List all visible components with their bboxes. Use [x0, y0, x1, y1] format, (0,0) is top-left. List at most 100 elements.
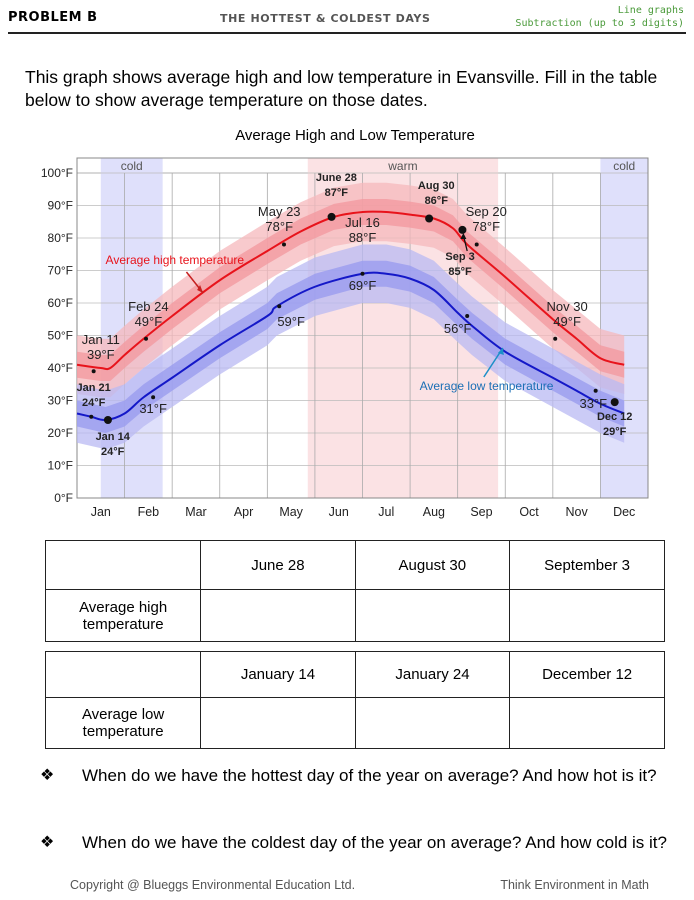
- low-series-label: Average low temperature: [420, 379, 554, 393]
- season-label: cold: [613, 159, 635, 173]
- topic-tags: Line graphs Subtraction (up to 3 digits): [515, 4, 684, 30]
- annotation-value: 24°F: [101, 446, 125, 458]
- y-tick-label: 60°F: [48, 296, 73, 310]
- answer-cell[interactable]: [200, 589, 356, 642]
- question-text: When do we have the coldest day of the y…: [82, 833, 667, 852]
- topic-line-1: Line graphs: [617, 5, 684, 16]
- plot-frame: [76, 157, 649, 499]
- annotation-value: 86°F: [425, 195, 449, 207]
- x-tick-label: Jul: [378, 505, 394, 519]
- x-tick-label: Apr: [234, 505, 253, 519]
- x-tick-label: Feb: [138, 505, 160, 519]
- instructions: This graph shows average high and low te…: [25, 67, 658, 110]
- annotation-value: 69°F: [349, 278, 377, 293]
- header-divider: [8, 32, 686, 34]
- temperature-chart: Average High and Low Temperature cold war…: [0, 120, 694, 530]
- x-tick-label: Dec: [613, 505, 635, 519]
- annotation-date: Jan 11: [82, 332, 120, 347]
- data-marker: [327, 212, 336, 221]
- x-tick-label: Sep: [470, 505, 492, 519]
- series-band-outer: [77, 182, 625, 398]
- data-marker: [553, 336, 558, 341]
- answer-cell[interactable]: [509, 697, 665, 749]
- high-temperature-table: June 28 August 30 September 3 Average hi…: [44, 540, 665, 642]
- y-tick-label: 90°F: [48, 199, 73, 213]
- x-tick-label: May: [279, 505, 303, 519]
- data-marker: [458, 225, 467, 234]
- annotation-date: June 28: [316, 172, 357, 184]
- x-tick-label: Oct: [519, 505, 539, 519]
- data-marker: [425, 214, 434, 223]
- annotation-date: Jan 14: [96, 431, 131, 443]
- data-marker: [281, 242, 286, 247]
- annotation-date: Sep 3: [445, 251, 474, 263]
- row-label: Average low temperature: [44, 697, 202, 749]
- annotation-value: 39°F: [87, 347, 115, 362]
- data-marker: [465, 314, 470, 318]
- arrow-head-icon: [497, 348, 504, 355]
- annotation-date: Jan 21: [77, 382, 111, 394]
- table-header-cell: August 30: [354, 540, 511, 590]
- y-tick-label: 30°F: [48, 394, 73, 408]
- x-tick-label: Mar: [185, 505, 207, 519]
- annotation-value: 87°F: [325, 187, 349, 199]
- annotation-value: 29°F: [603, 426, 627, 438]
- annotation-value: 49°F: [135, 314, 163, 329]
- season-label: warm: [387, 159, 417, 173]
- y-tick-label: 80°F: [48, 231, 73, 245]
- data-marker: [474, 242, 479, 247]
- annotation-date: Nov 30: [547, 299, 588, 314]
- series-line: [76, 210, 625, 371]
- row-label: Average high temperature: [44, 589, 202, 642]
- y-tick-label: 100°F: [41, 166, 73, 180]
- table-header-cell: [44, 651, 202, 698]
- worksheet-title: THE HOTTEST & COLDEST DAYS: [220, 12, 431, 25]
- annotation-value: 88°F: [349, 230, 377, 245]
- question-hottest: ❖ When do we have the hottest day of the…: [40, 765, 680, 787]
- bullet-icon: ❖: [40, 767, 55, 784]
- x-tick-label: Aug: [423, 505, 445, 519]
- arrow-head-icon: [197, 285, 204, 293]
- data-marker: [91, 369, 96, 374]
- y-tick-label: 70°F: [48, 264, 73, 278]
- answer-cell[interactable]: [509, 589, 665, 642]
- answer-cell[interactable]: [354, 697, 511, 749]
- table-header-cell: September 3: [509, 540, 665, 590]
- annotation-date: Sep 20: [466, 204, 507, 219]
- data-marker: [610, 398, 619, 407]
- season-label: cold: [121, 159, 143, 173]
- table-header-cell: [44, 540, 202, 590]
- data-marker: [593, 388, 598, 393]
- chart-svg: Average High and Low Temperature cold war…: [41, 127, 649, 519]
- x-tick-label: Nov: [566, 505, 589, 519]
- annotation-value: 33°F: [579, 396, 607, 411]
- low-temperature-table: January 14 January 24 December 12 Averag…: [44, 651, 665, 749]
- data-marker: [277, 304, 282, 309]
- topic-line-2: Subtraction (up to 3 digits): [515, 18, 684, 29]
- y-tick-label: 0°F: [54, 491, 73, 505]
- arrow-head-icon: [460, 233, 467, 239]
- annotation-value: 78°F: [472, 219, 500, 234]
- footer-tagline: Think Environment in Math: [500, 878, 649, 892]
- annotation-value: 59°F: [277, 314, 305, 329]
- table-header-cell: January 14: [200, 651, 356, 698]
- annotation-value: 85°F: [448, 266, 472, 278]
- annotation-date: Aug 30: [418, 180, 455, 192]
- y-tick-label: 20°F: [48, 426, 73, 440]
- y-tick-label: 50°F: [48, 329, 73, 343]
- answer-cell[interactable]: [200, 697, 356, 749]
- problem-label: PROBLEM B: [8, 10, 98, 25]
- series-band-inner: [77, 260, 625, 433]
- bullet-icon: ❖: [40, 834, 55, 851]
- season-band: [600, 158, 648, 498]
- annotation-value: 56°F: [444, 321, 472, 336]
- table-header-cell: December 12: [509, 651, 665, 698]
- data-marker: [151, 395, 156, 400]
- question-text: When do we have the hottest day of the y…: [82, 766, 657, 785]
- answer-cell[interactable]: [354, 589, 511, 642]
- table-header-cell: June 28: [200, 540, 356, 590]
- high-series-label: Average high temperature: [106, 253, 245, 267]
- copyright: Copyright @ Blueggs Environmental Educat…: [70, 878, 356, 892]
- annotation-date: Dec 12: [597, 411, 632, 423]
- annotation-date: Jul 16: [345, 215, 380, 230]
